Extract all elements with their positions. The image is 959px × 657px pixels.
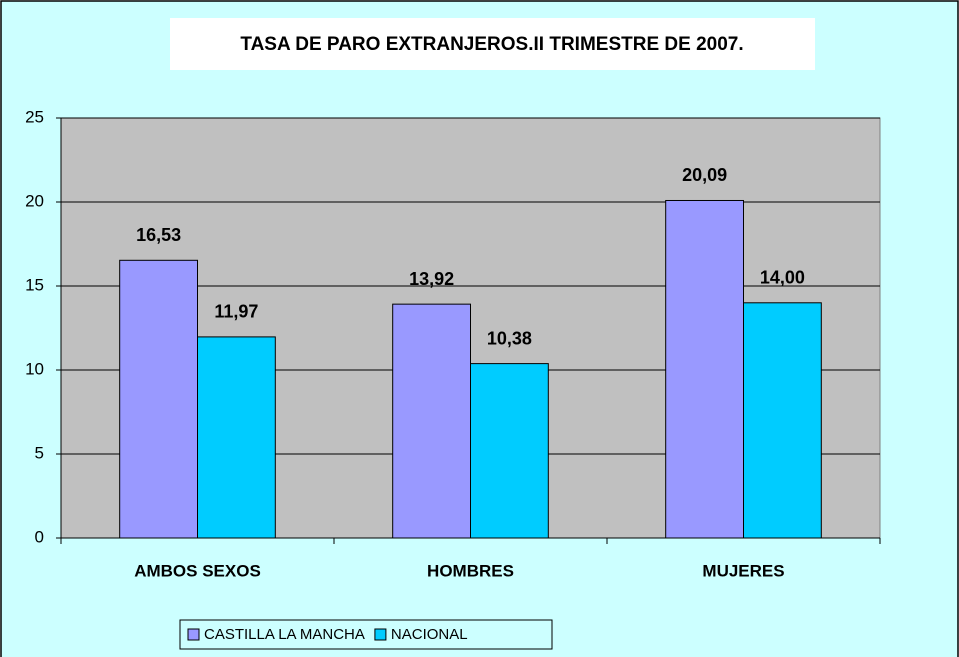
bar [665, 199, 745, 539]
x-tick-label: MUJERES [702, 561, 784, 580]
y-tick-label: 20 [25, 191, 44, 210]
legend-label: CASTILLA LA MANCHA [204, 626, 365, 643]
legend-swatch [374, 628, 387, 641]
y-tick-label: 5 [35, 443, 44, 462]
chart-title: TASA DE PARO EXTRANJEROS.II TRIMESTRE DE… [240, 34, 743, 55]
bar [392, 303, 472, 539]
bar [197, 336, 276, 539]
bar [743, 302, 822, 539]
value-label: 11,97 [214, 302, 258, 322]
legend-swatch [187, 628, 200, 641]
x-tick-label: HOMBRES [427, 561, 514, 580]
legend-box [179, 619, 553, 650]
title-box [170, 18, 815, 70]
legend-label: NACIONAL [391, 626, 468, 643]
value-label: 20,09 [682, 165, 727, 185]
value-label: 14,00 [760, 268, 805, 288]
bar [119, 259, 198, 539]
value-label: 13,92 [409, 269, 454, 289]
value-label: 10,38 [487, 328, 532, 348]
x-tick-label: AMBOS SEXOS [134, 561, 261, 580]
bar [470, 363, 549, 539]
y-tick-label: 0 [35, 527, 44, 546]
y-tick-label: 10 [25, 359, 44, 378]
y-tick-label: 25 [25, 107, 44, 126]
y-tick-label: 15 [25, 275, 44, 294]
value-label: 16,53 [136, 225, 181, 245]
